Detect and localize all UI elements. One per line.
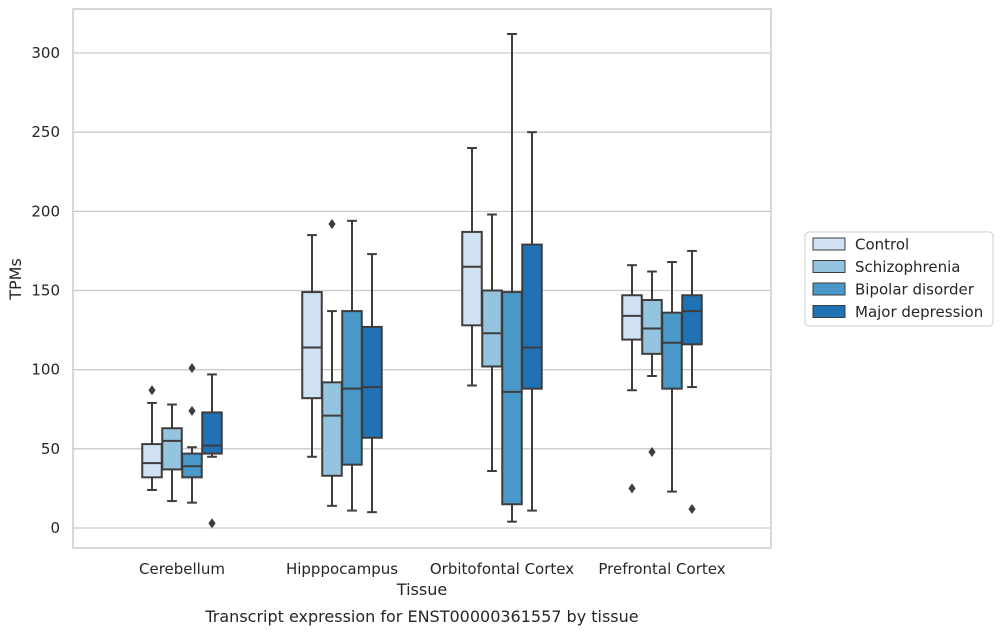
box-control	[301, 234, 323, 458]
legend-swatch	[812, 237, 846, 251]
y-tick-label: 150	[31, 282, 60, 300]
box-schizophrenia	[321, 219, 343, 507]
legend-frame	[804, 231, 994, 327]
box-iqr	[661, 311, 683, 390]
legend: Control Schizophrenia Bipolar disorder Majo…	[804, 231, 994, 327]
box-bipolar-disorder	[661, 261, 683, 493]
box-bipolar-disorder	[341, 219, 363, 512]
box-iqr	[161, 427, 183, 471]
box-iqr	[521, 243, 543, 390]
box-schizophrenia	[481, 213, 503, 473]
x-tick-label: Orbitofontal Cortex	[430, 560, 574, 578]
outlier-point	[648, 447, 656, 458]
box-iqr	[481, 289, 503, 368]
gridlines	[73, 52, 771, 529]
box-iqr	[201, 411, 223, 455]
x-tick-label: Prefrontal Cortex	[598, 560, 725, 578]
y-tick-label: 300	[31, 44, 60, 62]
box-major-depression	[361, 253, 383, 514]
x-axis-title: Tissue	[396, 580, 447, 599]
boxes	[141, 33, 703, 529]
x-tick-labels: Cerebellum Hipppocampus Orbitofontal Corte…	[139, 560, 726, 578]
box-control	[141, 385, 163, 492]
legend-label: Major depression	[855, 303, 983, 321]
y-tick-label: 100	[31, 361, 60, 379]
y-tick-labels: 0 50 100 150 200 250 300	[31, 44, 60, 537]
box-iqr	[301, 291, 323, 400]
box-iqr	[141, 443, 163, 479]
figure-caption: Transcript expression for ENST0000036155…	[204, 607, 638, 626]
x-tick-label: Cerebellum	[139, 560, 225, 578]
x-tick-label: Hipppocampus	[286, 560, 398, 578]
box-control	[621, 264, 643, 494]
box-iqr	[621, 294, 643, 341]
plot-frame	[72, 8, 772, 549]
legend-swatch	[812, 260, 846, 273]
box-control	[461, 147, 483, 387]
outlier-point	[628, 483, 636, 494]
box-major-depression	[681, 249, 703, 515]
legend-swatch	[812, 305, 846, 318]
box-iqr	[461, 230, 483, 327]
y-axis-title: TPMs	[6, 258, 25, 301]
box-iqr	[501, 291, 523, 506]
box-schizophrenia	[641, 270, 663, 458]
box-iqr	[681, 294, 703, 346]
box-major-depression	[201, 373, 223, 529]
legend-label: Bipolar disorder	[855, 281, 975, 299]
box-bipolar-disorder	[501, 33, 523, 523]
box-schizophrenia	[161, 403, 183, 503]
y-tick-label: 50	[41, 440, 60, 458]
legend-swatch	[812, 282, 846, 296]
legend-label: Control	[855, 236, 909, 254]
box-iqr	[321, 381, 343, 477]
y-tick-label: 250	[31, 123, 60, 141]
box-iqr	[361, 325, 383, 439]
box-bipolar-disorder	[181, 363, 203, 504]
y-tick-label: 200	[31, 202, 60, 220]
y-tick-label: 0	[50, 519, 60, 537]
legend-label: Schizophrenia	[855, 258, 960, 276]
outlier-point	[148, 385, 156, 396]
box-major-depression	[521, 131, 543, 512]
outlier-point	[188, 363, 196, 374]
box-iqr	[641, 299, 663, 355]
outlier-point	[188, 405, 196, 416]
outlier-point	[208, 518, 216, 529]
outlier-point	[328, 219, 336, 230]
outlier-point	[688, 504, 696, 515]
